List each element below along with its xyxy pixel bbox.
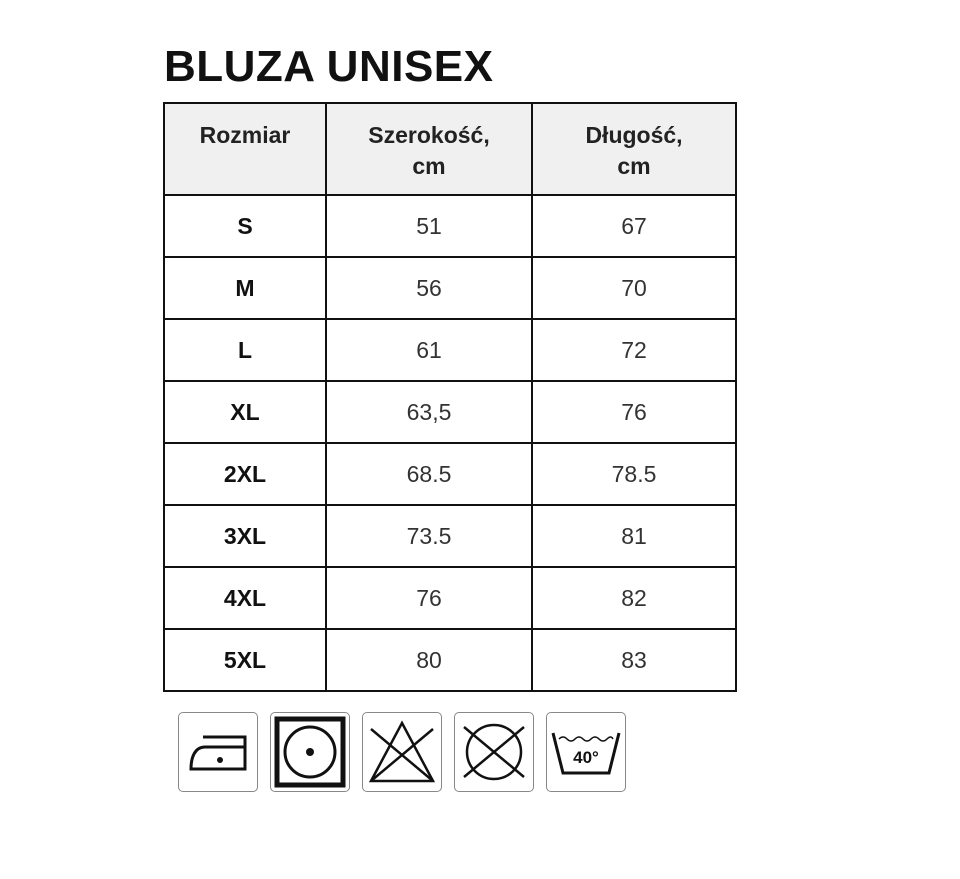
width-cell: 63,5 <box>325 380 533 444</box>
width-cell: 73.5 <box>325 504 533 568</box>
table-row: 3XL 73.5 81 <box>163 504 737 568</box>
length-cell: 82 <box>531 566 737 630</box>
size-cell: L <box>163 318 327 382</box>
table-row: S 51 67 <box>163 194 737 258</box>
width-cell: 56 <box>325 256 533 320</box>
do-not-dry-clean-icon <box>454 712 534 792</box>
table-row: 2XL 68.5 78.5 <box>163 442 737 506</box>
page-title: BLUZA UNISEX <box>164 42 494 91</box>
size-cell: 4XL <box>163 566 327 630</box>
length-cell: 70 <box>531 256 737 320</box>
table-row: 5XL 80 83 <box>163 628 737 692</box>
size-cell: M <box>163 256 327 320</box>
width-cell: 76 <box>325 566 533 630</box>
size-cell: XL <box>163 380 327 444</box>
length-cell: 76 <box>531 380 737 444</box>
tumble-dry-low-icon <box>270 712 350 792</box>
care-icons: 40° <box>178 712 626 792</box>
iron-low-heat-icon <box>178 712 258 792</box>
wash-temp-label: 40° <box>573 748 599 767</box>
header-length-unit: cm <box>617 153 651 179</box>
length-cell: 78.5 <box>531 442 737 506</box>
size-cell: 5XL <box>163 628 327 692</box>
header-width-unit: cm <box>412 153 446 179</box>
size-cell: S <box>163 194 327 258</box>
table-row: XL 63,5 76 <box>163 380 737 444</box>
size-table: Rozmiar Szerokość, cm Długość, cm S 51 67 M 56… <box>163 102 737 692</box>
table-header-row: Rozmiar Szerokość, cm Długość, cm <box>163 102 737 196</box>
header-width-label: Szerokość, <box>368 122 490 148</box>
width-cell: 61 <box>325 318 533 382</box>
wash-40-icon: 40° <box>546 712 626 792</box>
header-width: Szerokość, cm <box>325 102 533 196</box>
size-cell: 2XL <box>163 442 327 506</box>
table-row: L 61 72 <box>163 318 737 382</box>
table-row: 4XL 76 82 <box>163 566 737 630</box>
length-cell: 72 <box>531 318 737 382</box>
header-length: Długość, cm <box>531 102 737 196</box>
header-size: Rozmiar <box>163 102 327 196</box>
header-size-label: Rozmiar <box>199 122 291 148</box>
table-row: M 56 70 <box>163 256 737 320</box>
width-cell: 51 <box>325 194 533 258</box>
length-cell: 81 <box>531 504 737 568</box>
length-cell: 83 <box>531 628 737 692</box>
size-cell: 3XL <box>163 504 327 568</box>
do-not-bleach-icon <box>362 712 442 792</box>
length-cell: 67 <box>531 194 737 258</box>
width-cell: 68.5 <box>325 442 533 506</box>
header-length-label: Długość, <box>585 122 683 148</box>
width-cell: 80 <box>325 628 533 692</box>
